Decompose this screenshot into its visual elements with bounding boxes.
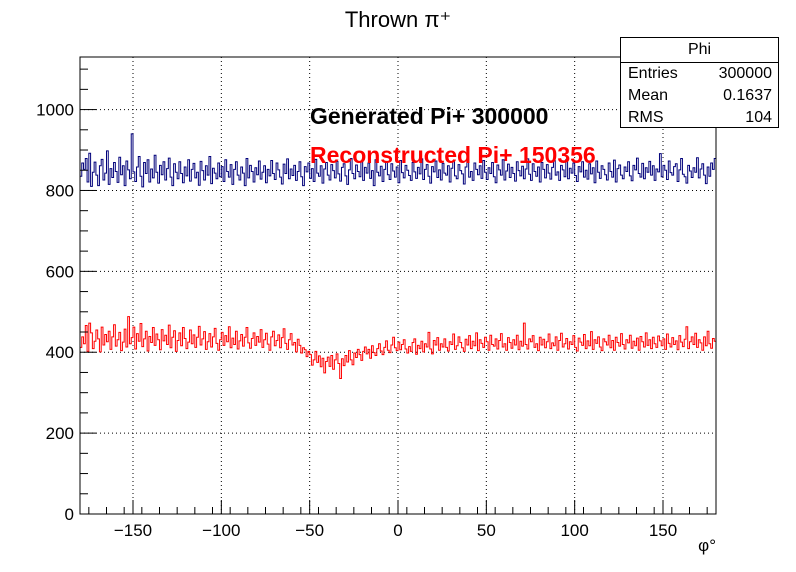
stats-title: Phi: [621, 38, 778, 63]
stats-box: Phi Entries 300000 Mean 0.1637 RMS 104: [620, 37, 779, 128]
stats-row-mean: Mean 0.1637: [621, 85, 778, 107]
series-layer: [80, 133, 716, 380]
grid-lines: [80, 57, 716, 514]
stats-value: 300000: [718, 65, 772, 82]
x-tick-label: −150: [114, 521, 152, 540]
y-tick-label: 200: [46, 424, 74, 443]
stats-label: Entries: [628, 65, 678, 82]
stats-value: 104: [745, 109, 772, 126]
x-tick-label: 100: [560, 521, 588, 540]
y-tick-label: 0: [65, 505, 74, 524]
annotation-reconstructed: Reconstructed Pi+ 150356: [310, 142, 596, 168]
x-tick-label: 150: [649, 521, 677, 540]
y-tick-label: 800: [46, 181, 74, 200]
chart-title: Thrown π⁺: [345, 7, 451, 32]
y-tick-label: 400: [46, 343, 74, 362]
axis-ticks: [80, 68, 708, 515]
y-tick-label: 1000: [36, 101, 74, 120]
x-tick-label: −100: [202, 521, 240, 540]
stats-label: Mean: [628, 87, 669, 104]
stats-row-entries: Entries 300000: [621, 63, 778, 85]
stats-value: 0.1637: [723, 87, 772, 104]
stats-label: RMS: [628, 109, 664, 126]
x-tick-labels: −150 −100 −50 0 50 100 150: [114, 521, 677, 540]
y-tick-labels: 0 200 400 600 800 1000: [36, 101, 74, 524]
x-tick-label: 50: [477, 521, 496, 540]
x-tick-label: −50: [295, 521, 324, 540]
stats-row-rms: RMS 104: [621, 107, 778, 129]
y-tick-label: 600: [46, 262, 74, 281]
x-tick-label: 0: [393, 521, 402, 540]
x-axis-label: φ°: [698, 536, 716, 555]
annotation-generated: Generated Pi+ 300000: [310, 103, 548, 129]
series-reconstructed-histogram: [80, 316, 716, 380]
series-generated-histogram: [80, 133, 716, 188]
